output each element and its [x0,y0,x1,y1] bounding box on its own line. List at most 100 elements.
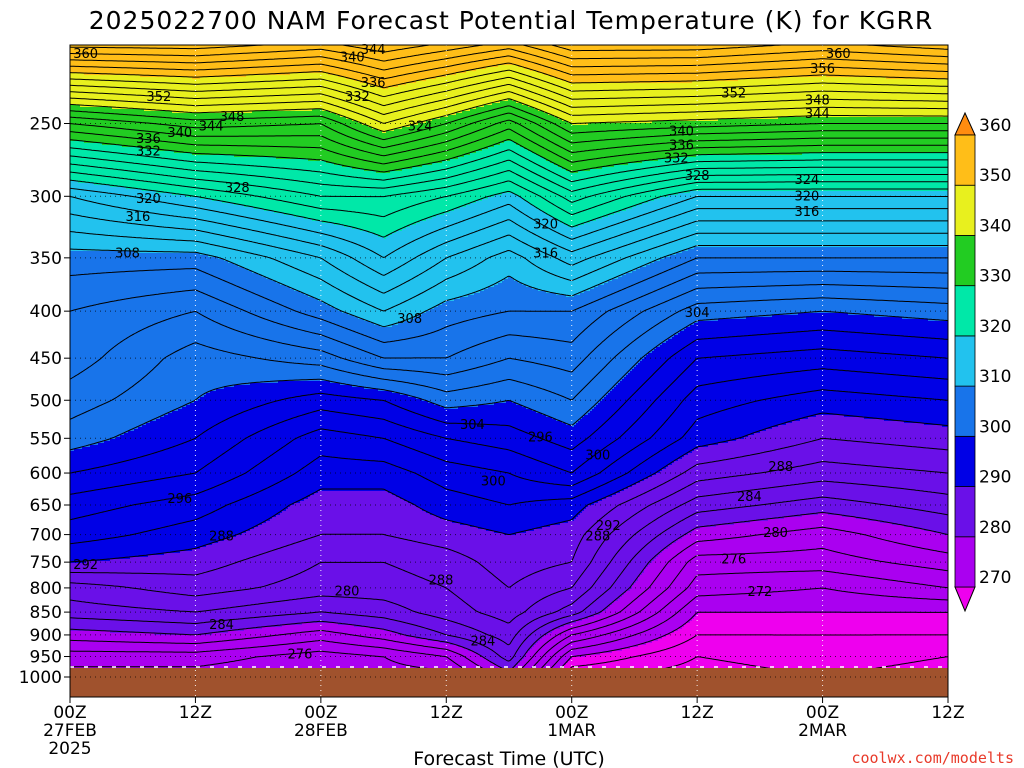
fill-cell [70,109,145,112]
fill-cell [134,251,683,254]
fill-cell [70,227,353,230]
fill-cell [70,499,305,502]
fill-cell [522,659,571,662]
fill-cell [374,233,393,236]
fill-cell [432,119,563,122]
fill-cell [70,415,165,418]
fill-cell [412,167,563,170]
fill-cell [476,69,531,72]
fill-cell [218,257,665,260]
fill-cell [476,107,535,110]
fill-cell [70,171,377,174]
fill-cell [636,483,948,486]
fill-cell [70,545,207,548]
fill-cell [650,563,948,566]
fill-cell [340,115,449,118]
fill-cell [142,425,573,428]
fill-cell [70,515,277,518]
fill-cell [70,209,265,212]
fill-cell [648,477,948,480]
fill-cell [70,137,948,140]
fill-cell [612,279,948,282]
fill-cell [70,437,117,440]
fill-cell [650,263,948,266]
fill-cell [516,533,689,536]
fill-cell [70,449,75,452]
fill-cell [662,343,948,346]
fill-cell [530,203,643,206]
fill-cell [164,553,661,556]
fill-cell [70,513,281,516]
contour-label: 324 [408,120,433,135]
fill-cell [572,123,589,126]
fill-cell [206,393,401,396]
contour-label: 324 [794,173,819,188]
fill-cell [392,493,617,496]
fill-cell [408,501,599,504]
fill-cell [580,419,801,422]
fill-cell [110,559,655,562]
fill-cell [70,617,589,620]
fill-cell [498,283,523,286]
fill-cell [70,603,613,606]
fill-cell [678,193,948,196]
fill-cell [478,405,523,408]
fill-cell [70,665,499,668]
fill-cell [70,637,417,640]
fill-cell [572,425,575,428]
fill-cell [698,447,948,450]
fill-cell [578,171,948,174]
fill-cell [690,621,948,624]
fill-cell [70,377,625,380]
fill-cell [388,491,621,494]
fill-cell [402,229,948,232]
fill-cell [186,405,441,408]
fill-cell [70,489,625,492]
fill-cell [450,211,545,214]
fill-cell [70,569,645,572]
fill-cell [70,535,237,538]
fill-cell [354,79,427,82]
fill-cell [70,359,643,362]
fill-cell [602,167,948,170]
fill-cell [480,655,527,658]
fill-cell [514,141,948,144]
fill-cell [300,501,409,504]
fill-cell [716,525,905,528]
fill-cell [308,295,469,298]
fill-cell [628,163,948,166]
fill-cell [544,157,677,160]
fill-cell [70,353,649,356]
fill-cell [526,285,599,288]
watermark-link[interactable]: coolwx.com/modelts [851,749,1014,767]
contour-line-286 [70,461,948,624]
fill-cell [372,127,403,130]
fill-cell [698,321,948,324]
fill-cell [70,111,173,114]
fill-cell [698,613,948,616]
fill-cell [70,293,305,296]
fill-cell [620,597,948,600]
fill-cell [622,649,948,652]
fill-cell [70,425,143,428]
fill-cell [420,221,561,224]
fill-cell [536,153,803,156]
fill-cell [70,385,235,388]
y-tick-label: 450 [30,349,62,369]
fill-cell [676,541,948,544]
fill-cell [690,191,948,194]
fill-cell [70,409,179,412]
fill-cell [590,169,948,172]
fill-cell [522,405,597,408]
fill-cell [560,523,735,526]
fill-cell [482,199,525,202]
fill-cell [616,385,948,388]
fill-cell [70,521,267,524]
fill-cell [432,217,555,220]
fill-cell [70,561,87,564]
fill-cell [430,513,581,516]
fill-cell [904,525,948,528]
fill-cell [98,443,719,446]
fill-cell [344,225,411,228]
fill-cell [238,265,647,268]
